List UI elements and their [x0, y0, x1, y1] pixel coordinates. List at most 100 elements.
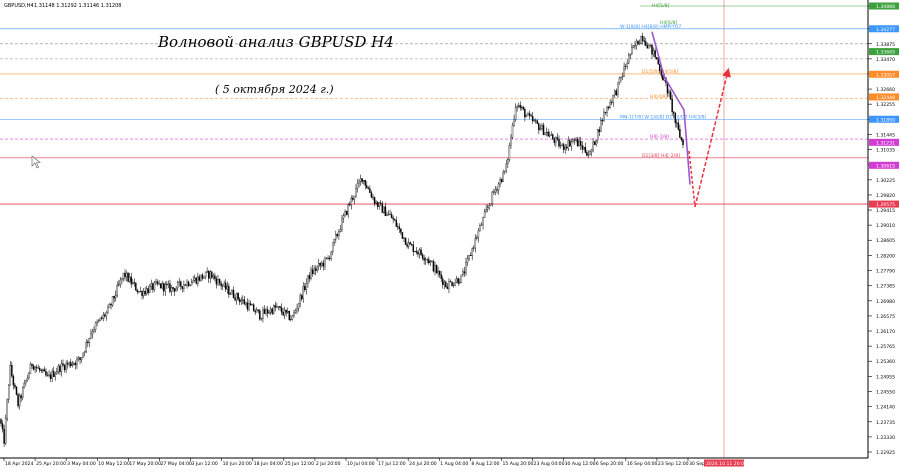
candle-body — [669, 91, 672, 100]
analysis-title: Волновой анализ GBPUSD H4 — [157, 33, 394, 51]
price-tag — [869, 138, 899, 146]
candle-body — [638, 43, 641, 45]
candle-body — [575, 138, 577, 141]
candle-body — [428, 259, 430, 264]
candle-body — [415, 251, 418, 253]
candle-body — [437, 271, 439, 274]
candle-body — [536, 120, 539, 124]
candle-body — [212, 275, 215, 278]
candle-body — [404, 237, 407, 245]
y-tick-label: 1.27385 — [876, 284, 895, 290]
candle-body — [308, 275, 311, 279]
ohlc-label: 1.31148 1.31292 1.31146 1.31208 — [34, 3, 121, 9]
candle-body — [262, 309, 264, 319]
candle-body — [628, 54, 630, 64]
candle-body — [299, 295, 301, 305]
candle-body — [11, 365, 13, 377]
price-tag — [869, 2, 899, 10]
candle-body — [652, 50, 655, 55]
candle-body — [172, 287, 174, 289]
candle-body — [243, 299, 246, 305]
price-tag — [869, 115, 899, 123]
candle-body — [524, 108, 526, 118]
candle-body — [54, 373, 56, 377]
candle-body — [493, 191, 495, 193]
candle-body — [235, 293, 238, 301]
candle-body — [595, 140, 597, 145]
candle-body — [373, 197, 376, 204]
candle-body — [634, 45, 636, 47]
candle-body — [429, 260, 432, 264]
candle-body — [516, 106, 518, 108]
candle-body — [74, 362, 77, 366]
candle-body — [163, 282, 165, 292]
candle-body — [56, 371, 58, 375]
candle-body — [139, 291, 142, 292]
price-tag — [869, 161, 899, 169]
candle-body — [169, 283, 171, 292]
candle-body — [466, 258, 469, 263]
price-tag-label: 1.31231 — [876, 140, 895, 146]
candle-body — [525, 115, 528, 118]
candle-body — [570, 141, 573, 147]
y-tick-label: 1.23330 — [876, 435, 895, 441]
y-tick-label: 1.28605 — [876, 238, 895, 244]
candle-body — [71, 364, 74, 366]
candle-body — [125, 272, 128, 278]
candle-body — [420, 249, 422, 255]
y-tick-label: 1.32660 — [876, 87, 895, 93]
candle-body — [590, 149, 593, 152]
candle-body — [460, 274, 463, 283]
candle-body — [104, 314, 106, 317]
candle-body — [620, 76, 622, 79]
candle-body — [463, 271, 466, 274]
x-tick-label: 23 Sep 12:00 — [658, 461, 689, 467]
x-tick-label: 6 Sep 20:00 — [596, 461, 624, 467]
candle-body — [321, 262, 323, 266]
y-tick-label: 1.33470 — [876, 57, 895, 63]
candle-body — [643, 40, 645, 42]
candle-body — [335, 234, 337, 240]
candle-body — [288, 311, 291, 320]
candle-body — [145, 288, 148, 295]
candle-body — [576, 138, 579, 147]
x-tick-label: 3 May 04:00 — [67, 461, 96, 467]
candle-body — [291, 315, 294, 320]
candle-body — [149, 285, 151, 293]
candle-body — [314, 268, 317, 271]
candle-body — [682, 139, 684, 146]
candle-body — [612, 94, 614, 103]
candle-body — [468, 255, 470, 259]
candle-body — [589, 151, 591, 156]
candle-body — [158, 283, 160, 285]
x-tick-label: 17 Jul 12:00 — [378, 461, 406, 467]
candle-body — [319, 263, 322, 266]
candle-body — [62, 363, 64, 366]
candle-body — [528, 113, 531, 116]
candle-body — [20, 395, 22, 398]
candle-body — [322, 262, 325, 267]
price-tags: 1.34888 1.34277 1.33665 1.33057 1.32449 1.318… — [869, 2, 899, 208]
candle-body — [552, 134, 554, 140]
candle-body — [184, 284, 187, 286]
candle-body — [581, 145, 583, 150]
candle-body — [657, 58, 659, 65]
candle-body — [395, 220, 397, 227]
candle-body — [277, 306, 280, 308]
candle-body — [593, 141, 596, 145]
candle-body — [194, 277, 196, 281]
candle-body — [445, 281, 447, 288]
candle-body — [362, 180, 365, 182]
murrey-level-label: D1[3/8] H4[-2/8] — [642, 153, 680, 159]
y-tick-label: 1.31035 — [876, 148, 895, 154]
candle-body — [96, 321, 98, 324]
candle-body — [52, 371, 55, 377]
candle-body — [562, 144, 565, 150]
candle-body — [40, 370, 43, 371]
price-tag — [869, 70, 899, 78]
candle-body — [490, 203, 492, 206]
candle-body — [153, 282, 156, 290]
y-tick-label: 1.33875 — [876, 42, 895, 48]
candle-body — [313, 268, 315, 274]
